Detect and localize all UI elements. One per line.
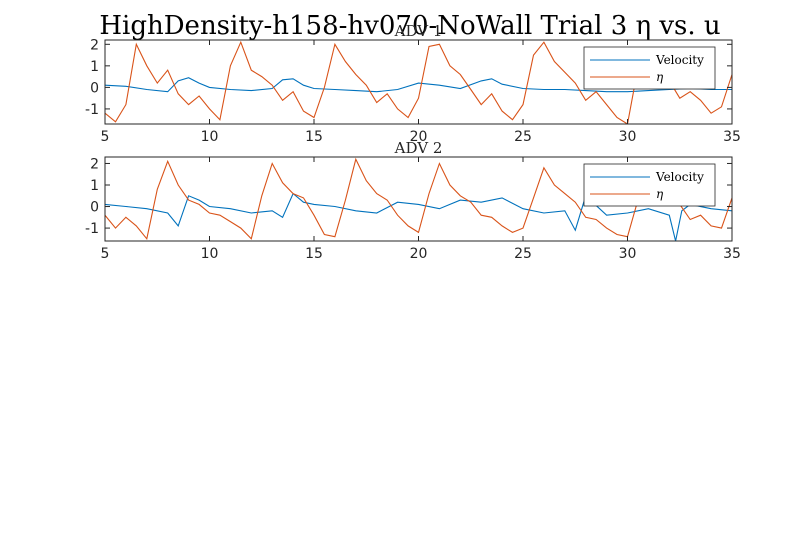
x-tick-label: 25 <box>514 246 532 262</box>
x-tick-label: 10 <box>201 246 219 262</box>
x-tick-label: 20 <box>410 246 428 262</box>
chart-panel-adv2: 5 10 15 20 25 30 35 -1 0 1 2 ADV 2 Velocity η <box>85 139 741 262</box>
series-line-eta <box>105 40 732 124</box>
x-tick-label: 15 <box>305 129 323 145</box>
x-tick-label: 30 <box>619 129 637 145</box>
x-tick-label: 30 <box>619 246 637 262</box>
y-tick-label: 2 <box>90 156 99 172</box>
y-tick-label: -1 <box>85 221 99 237</box>
y-tick-label: -1 <box>85 102 99 118</box>
legend: Velocity η <box>583 46 716 90</box>
legend-box <box>583 46 716 90</box>
chart-panel-adv1: 5 10 15 20 25 30 35 -1 0 1 2 ADV 1 Velocity η <box>85 22 741 145</box>
y-tick-label: 2 <box>90 37 99 53</box>
x-tick-label: 35 <box>723 246 741 262</box>
y-tick-label: 1 <box>90 178 99 194</box>
x-tick-label: 35 <box>723 129 741 145</box>
axes-title: ADV 2 <box>394 139 443 157</box>
figure-suptitle: HighDensity-h158-hv070-NoWall Trial 3 η … <box>99 11 720 41</box>
legend-label-velocity: Velocity <box>655 170 704 184</box>
legend-label-velocity: Velocity <box>655 53 704 67</box>
x-tick-label: 5 <box>101 129 110 145</box>
x-tick-label: 15 <box>305 246 323 262</box>
series-line-velocity <box>105 192 732 241</box>
legend-box <box>583 163 716 207</box>
x-tick-label: 5 <box>101 246 110 262</box>
x-tick-label: 20 <box>410 129 428 145</box>
x-tick-label: 25 <box>514 129 532 145</box>
legend-label-eta: η <box>656 187 664 201</box>
legend: Velocity η <box>583 163 716 207</box>
x-tick-label: 10 <box>201 129 219 145</box>
series-line-velocity <box>105 77 732 93</box>
axes-title: ADV 1 <box>394 22 443 40</box>
y-tick-label: 1 <box>90 59 99 75</box>
y-tick-label: 0 <box>90 80 99 96</box>
legend-label-eta: η <box>656 70 664 84</box>
y-tick-label: 0 <box>90 200 99 216</box>
